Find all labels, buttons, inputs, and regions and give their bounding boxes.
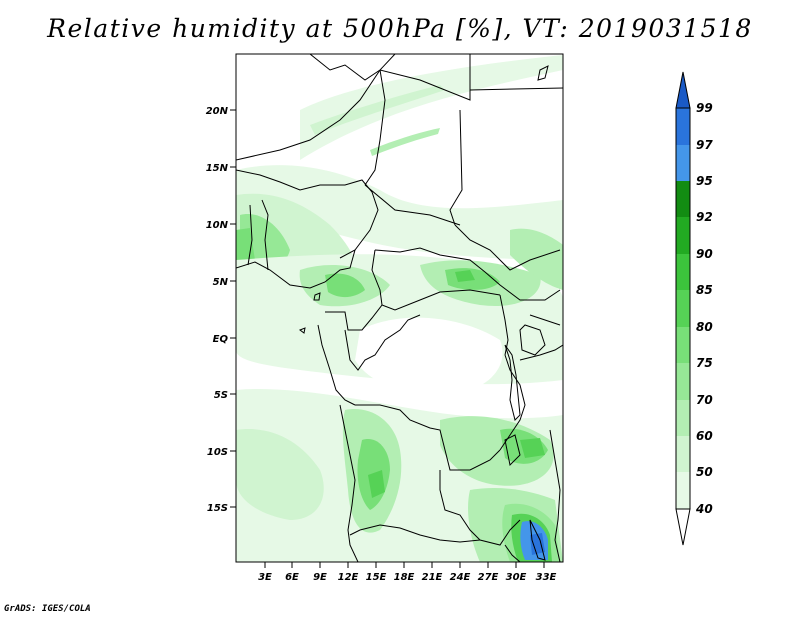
lon-tick-label: 21E (422, 572, 443, 583)
coastline (537, 65, 549, 81)
shade-north-streak (310, 85, 445, 135)
border-line (469, 87, 563, 91)
lon-tick-label: 12E (338, 572, 359, 583)
border-line (374, 247, 561, 301)
lake-outline (529, 519, 546, 561)
border-line (261, 199, 269, 271)
border-line (344, 314, 421, 371)
lake-outline (519, 324, 546, 356)
colorbar-segment (676, 400, 690, 436)
colorbar-segment (676, 436, 690, 472)
colorbar-segment (676, 472, 690, 509)
colorbar-label: 40 (695, 502, 713, 516)
lat-tick-label: EQ (213, 334, 229, 345)
lon-axis: 3E 6E 9E 12E 15E 18E 21E 24E 27E 30E 33E (258, 562, 557, 583)
border-line (339, 404, 359, 562)
grads-credit: GrADS: IGES/COLA (4, 604, 91, 614)
island-outline (313, 292, 321, 301)
lat-tick-label: 15N (206, 163, 229, 174)
colorbar-label: 75 (696, 356, 713, 370)
colorbar-label: 99 (696, 101, 713, 115)
border-line (519, 344, 563, 361)
shade-lake-patch (520, 438, 545, 458)
border-line (364, 69, 386, 186)
shade-north-streak-2 (370, 128, 440, 156)
colorbar-frame (675, 107, 691, 510)
map-frame (235, 53, 564, 563)
colorbar-segment (676, 290, 690, 327)
colorbar-label: 85 (696, 283, 713, 297)
shade-north-band (300, 55, 563, 160)
colorbar-label: 90 (696, 247, 713, 261)
borders (236, 54, 563, 562)
colorbar-segment (676, 145, 690, 181)
border-line (325, 304, 383, 331)
lon-tick-label: 33E (536, 572, 557, 583)
colorbar-segment (676, 363, 690, 400)
shade-coastal-strip (236, 320, 310, 345)
lon-tick-label: 18E (394, 572, 415, 583)
colorbar-label: 60 (696, 429, 713, 443)
shade-south-west (236, 429, 324, 520)
colorbar-label: 97 (696, 138, 713, 152)
border-line (236, 169, 379, 259)
lake-outline (504, 344, 521, 421)
shade-saturation-core (530, 533, 545, 555)
border-line (499, 354, 526, 451)
border-line (371, 249, 501, 311)
border-line (236, 249, 356, 289)
lake-outline (504, 434, 521, 467)
border-line (309, 54, 381, 81)
colorbar-top-arrow (675, 71, 691, 109)
map-title: Relative humidity at 500hPa [%], VT: 201… (47, 14, 753, 43)
shade-car-patch (455, 270, 475, 282)
colorbar-label: 80 (696, 320, 713, 334)
border-line (454, 224, 561, 271)
lat-tick-label: 5S (214, 390, 228, 401)
lat-tick-label: 5N (213, 277, 229, 288)
border-line (247, 204, 253, 266)
shade-east-africa (510, 228, 563, 290)
border-line (549, 429, 561, 562)
colorbar-segment (676, 327, 690, 363)
lon-tick-label: 30E (506, 572, 527, 583)
border-line (355, 404, 501, 471)
lon-tick-label: 3E (258, 572, 272, 583)
border-line (529, 314, 561, 326)
colorbar-label: 92 (696, 210, 713, 224)
lon-tick-label: 24E (450, 572, 471, 583)
colorbar-label: 50 (696, 465, 713, 479)
colorbar: 99 97 95 92 90 85 80 75 70 60 50 40 (675, 71, 713, 546)
lon-tick-label: 27E (478, 572, 499, 583)
shade-angola-patch (368, 470, 385, 498)
colorbar-segment (676, 108, 690, 145)
lon-tick-label: 6E (285, 572, 299, 583)
shade-sahel-band (236, 165, 563, 260)
border-line (504, 544, 521, 562)
border-line (317, 324, 356, 406)
colorbar-label: 70 (696, 393, 713, 407)
lat-tick-label: 15S (207, 503, 228, 514)
colorbar-bottom-arrow (675, 508, 691, 546)
colorbar-segment (676, 217, 690, 254)
lat-tick-label: 20N (206, 106, 229, 117)
colorbar-segment (676, 254, 690, 290)
lat-tick-label: 10S (207, 447, 228, 458)
border-line (364, 184, 461, 226)
shade-cameroon-core (325, 273, 365, 298)
shade-congo-dry (355, 317, 503, 396)
lat-axis: 20N 15N 10N 5N EQ 5S 10S 15S (206, 106, 236, 514)
island-outline (298, 327, 306, 334)
colorbar-label: 95 (696, 174, 713, 188)
border-line (439, 470, 521, 546)
lat-tick-label: 10N (206, 220, 229, 231)
lon-tick-label: 9E (313, 572, 327, 583)
lon-tick-label: 15E (366, 572, 387, 583)
colorbar-segment (676, 181, 690, 217)
border-line (349, 524, 481, 543)
border-line (449, 109, 463, 226)
border-line (379, 54, 471, 101)
